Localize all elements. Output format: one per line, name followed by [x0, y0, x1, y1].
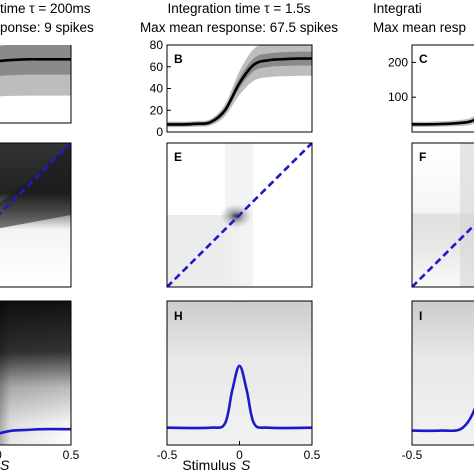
panel-b-mean-curve — [167, 57, 312, 126]
panel-g-xtick-label: 0 — [0, 448, 2, 462]
panel-c-ytick-label: 200 — [388, 55, 408, 69]
panel-i-curve — [412, 407, 474, 433]
panel-d-diagonal — [0, 143, 71, 216]
panel-b-ytick-label: 80 — [150, 38, 164, 52]
panel-c-letter: C — [419, 52, 428, 66]
panel-i-density — [412, 301, 474, 445]
panel-e-diagonal — [167, 143, 312, 287]
panel-f-frame — [411, 142, 474, 288]
panel-b-letter: B — [174, 52, 183, 66]
panel-h-xtick-label: -0.5 — [157, 448, 178, 462]
panel-f-diagonal — [412, 223, 474, 287]
header-center-line2: Max mean response: 67.5 spikes — [140, 20, 338, 35]
panel-g-left-shade — [0, 301, 71, 445]
panel-h-letter: H — [174, 309, 183, 323]
panel-g-curve — [0, 427, 71, 435]
panel-e-frame — [166, 142, 313, 288]
panel-b-ytick-label: 0 — [156, 125, 163, 139]
panel-h-heatmap — [167, 301, 312, 445]
panel-h-density — [167, 301, 312, 445]
panel-a-mean-curve — [0, 57, 71, 63]
panel-i-heatmap — [412, 301, 474, 445]
panel-e-peak — [220, 204, 252, 228]
panel-d-heatmap — [0, 143, 71, 287]
panel-i-xtick-label: -0.5 — [402, 448, 423, 462]
panel-c-mean-curve — [412, 118, 474, 126]
panel-d-dark-wedge — [0, 143, 71, 229]
panel-i-frame — [411, 300, 474, 446]
panel-f-heatmap — [412, 143, 474, 287]
panel-g-frame — [0, 300, 72, 446]
x-axis-label-left: S — [0, 457, 10, 473]
panel-i-letter: I — [419, 309, 422, 323]
panel-g-heatmap — [0, 301, 71, 445]
panel-g-xtick-label: 0.5 — [63, 448, 80, 462]
panel-d-frame — [0, 142, 72, 288]
panel-c-frame — [411, 44, 474, 133]
header-center-line1: Integration time τ = 1.5s — [167, 1, 310, 16]
panel-a-axes — [0, 45, 72, 124]
panel-c-ytick-label: 100 — [388, 90, 408, 104]
panel-h-peak — [225, 301, 253, 321]
x-axis-label-center-symbol: S — [241, 457, 251, 473]
header-left-line1: time τ = 200ms — [0, 1, 91, 16]
panel-b-ytick-label: 20 — [150, 103, 164, 117]
panel-h-xtick-label: 0 — [236, 448, 243, 462]
header-right-line1: Integrati — [373, 1, 422, 16]
panel-b-ytick-label: 60 — [150, 60, 164, 74]
panel-e-letter: E — [174, 150, 182, 164]
panel-e-heatmap — [167, 143, 312, 287]
header-left-line2: ponse: 9 spikes — [0, 20, 94, 35]
panel-h-xtick-label: 0.5 — [304, 448, 321, 462]
panel-c-tuning-curve — [412, 116, 474, 128]
panel-h-curve — [167, 364, 312, 430]
panel-f-right-band — [460, 143, 474, 287]
x-axis-label-center: Stimulus — [182, 457, 236, 473]
panel-b-tuning-curve — [167, 45, 312, 128]
panel-a-tuning-curve — [0, 45, 71, 97]
panel-b-ytick-label: 40 — [150, 82, 164, 96]
header-right-line2: Max mean resp — [373, 20, 466, 35]
panel-f-letter: F — [419, 150, 426, 164]
